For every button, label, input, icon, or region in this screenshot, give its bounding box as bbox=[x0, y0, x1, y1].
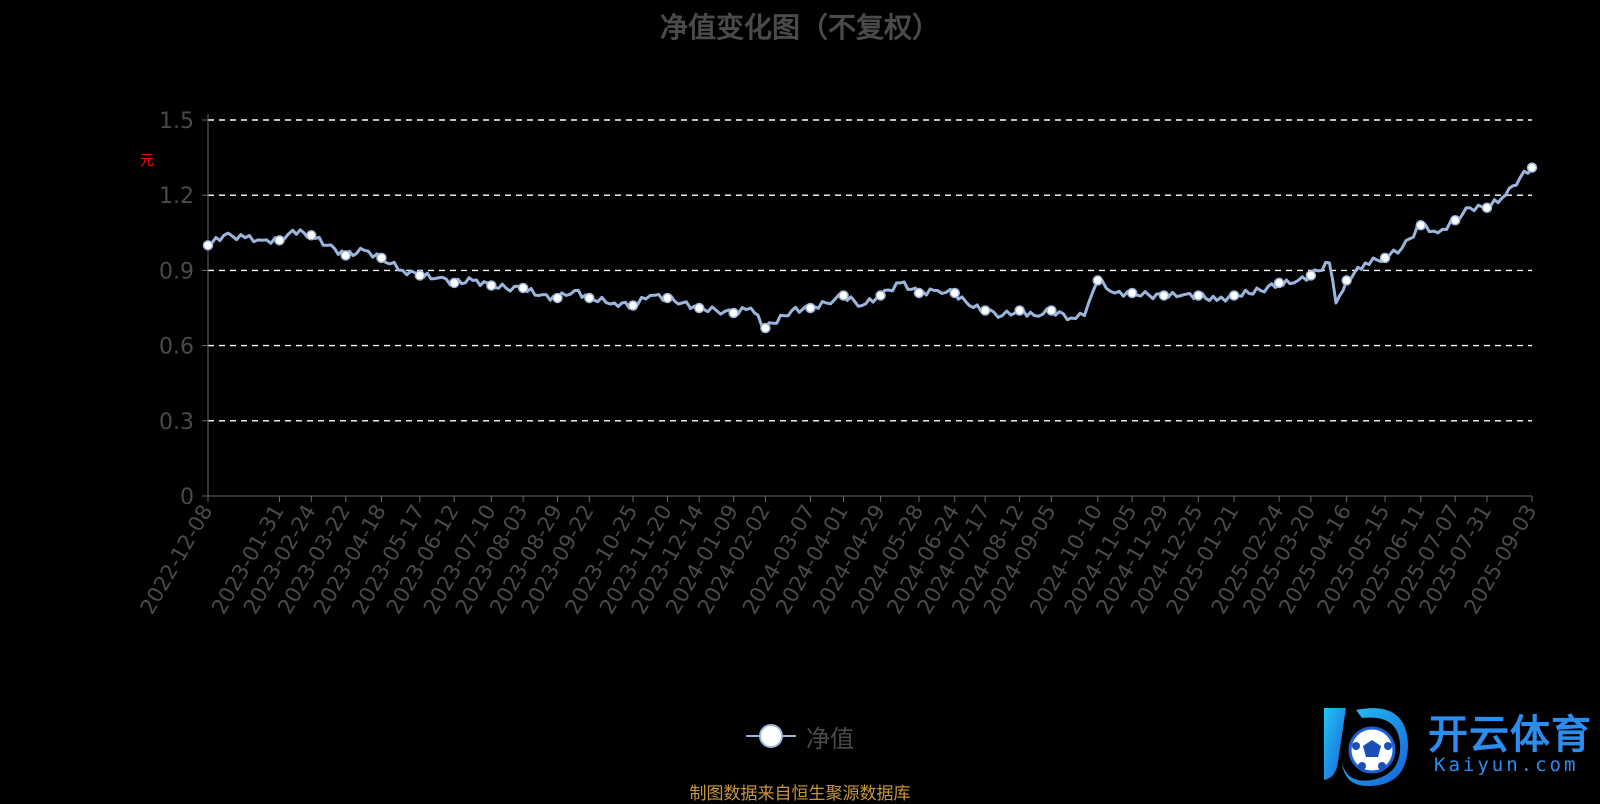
data-point bbox=[1415, 220, 1427, 231]
data-point bbox=[913, 287, 925, 299]
data-point bbox=[584, 292, 595, 304]
y-tick-label: 0.9 bbox=[159, 259, 194, 284]
data-source-note: 制图数据来自恒生聚源数据库 bbox=[689, 784, 911, 804]
x-tick-labels: 2022-12-082023-01-312023-02-242023-03-22… bbox=[136, 500, 1542, 618]
data-point bbox=[1046, 305, 1057, 316]
data-point bbox=[306, 230, 317, 241]
logo-text: 开云体育 bbox=[1428, 712, 1592, 758]
data-point bbox=[949, 287, 960, 299]
y-tick-labels: 0 0.3 0.6 0.9 1.2 1.5 bbox=[159, 109, 194, 510]
data-point bbox=[340, 250, 351, 261]
series-layer bbox=[202, 162, 1538, 334]
data-point bbox=[1305, 270, 1317, 281]
axes bbox=[202, 114, 1533, 502]
series-line bbox=[207, 166, 1534, 330]
data-point bbox=[1126, 287, 1138, 299]
legend-label: 净值 bbox=[806, 724, 854, 753]
data-point bbox=[552, 292, 563, 304]
data-point bbox=[693, 302, 705, 314]
data-point bbox=[728, 307, 739, 319]
chart-title: 净值变化图（不复权） bbox=[659, 11, 940, 44]
data-point bbox=[627, 300, 639, 311]
data-point bbox=[805, 302, 816, 314]
data-point bbox=[1092, 275, 1103, 286]
y-tick-label: 0.6 bbox=[159, 335, 194, 360]
soccer-ball-logo-icon bbox=[1324, 708, 1408, 786]
data-point bbox=[1273, 277, 1285, 289]
data-point bbox=[1526, 162, 1538, 173]
data-point bbox=[1379, 252, 1391, 264]
data-point bbox=[1481, 202, 1493, 213]
data-point bbox=[1228, 290, 1240, 301]
legend-line-swatch bbox=[746, 718, 796, 754]
data-point bbox=[875, 290, 886, 301]
legend-marker bbox=[759, 724, 783, 748]
y-tick-label: 0 bbox=[180, 485, 194, 510]
data-point bbox=[979, 305, 991, 316]
logo-url: Kaiyun.com bbox=[1434, 754, 1579, 776]
y-tick-label: 1.2 bbox=[159, 184, 194, 209]
y-axis-label: 元 bbox=[140, 153, 154, 169]
data-point bbox=[1193, 290, 1204, 301]
data-point bbox=[1449, 215, 1461, 226]
data-point bbox=[1014, 305, 1025, 316]
y-tick-label: 1.5 bbox=[159, 109, 194, 134]
data-point bbox=[662, 292, 673, 304]
data-point bbox=[517, 282, 529, 294]
data-point bbox=[1341, 275, 1352, 286]
grid-lines bbox=[208, 119, 1532, 422]
legend-item[interactable]: 净值 bbox=[746, 718, 854, 754]
data-point bbox=[760, 322, 771, 334]
x-tick-label: 2022-12-08 bbox=[136, 501, 218, 619]
data-point bbox=[202, 240, 214, 251]
y-tick-label: 0.3 bbox=[159, 410, 194, 435]
data-point bbox=[414, 270, 426, 281]
data-point bbox=[449, 277, 460, 289]
data-point bbox=[486, 280, 497, 291]
data-point bbox=[838, 290, 849, 301]
data-point bbox=[376, 252, 387, 264]
data-point bbox=[1158, 290, 1170, 301]
brand-logo: 开云体育 Kaiyun.com bbox=[1310, 698, 1600, 792]
data-point bbox=[274, 235, 285, 246]
